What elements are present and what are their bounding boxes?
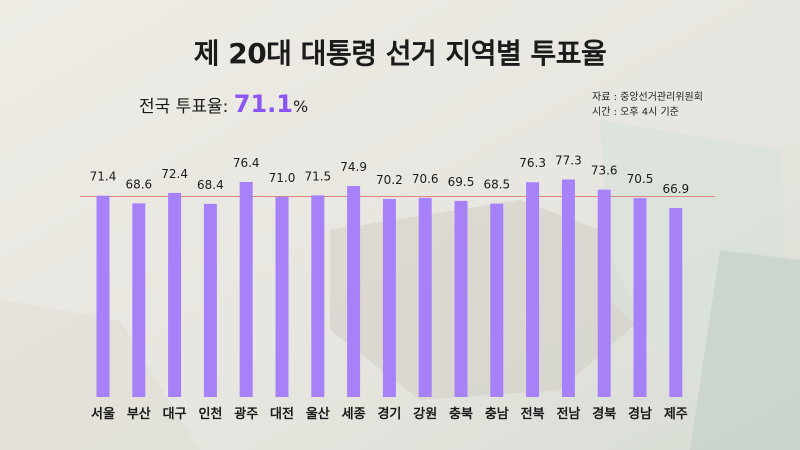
value-label: 68.4 bbox=[197, 178, 224, 192]
value-label: 70.6 bbox=[412, 172, 439, 186]
source-line: 자료 : 중앙선거관리위원회 bbox=[592, 92, 703, 103]
national-turnout-label: 전국 투표율: bbox=[139, 97, 229, 117]
category-label: 인천 bbox=[198, 406, 222, 422]
category-label: 서울 bbox=[91, 406, 115, 422]
category-label: 강원 bbox=[413, 406, 437, 422]
time-line: 시간 : 오후 4시 기준 bbox=[592, 107, 679, 118]
bar bbox=[347, 186, 361, 397]
category-label: 경남 bbox=[628, 406, 652, 422]
category-label: 부산 bbox=[127, 406, 151, 422]
value-label: 77.3 bbox=[555, 154, 582, 168]
bar bbox=[490, 203, 504, 397]
national-turnout-value: 71.1 bbox=[233, 90, 293, 118]
category-label: 대전 bbox=[270, 406, 294, 422]
value-label: 68.5 bbox=[483, 178, 510, 192]
value-label: 71.5 bbox=[304, 169, 331, 183]
bar bbox=[239, 181, 253, 397]
category-label: 울산 bbox=[306, 406, 330, 422]
bar bbox=[561, 179, 575, 397]
value-label: 72.4 bbox=[161, 167, 188, 181]
bar bbox=[669, 208, 683, 397]
bar bbox=[168, 192, 182, 397]
value-label: 76.4 bbox=[233, 156, 260, 170]
bar bbox=[132, 203, 146, 397]
category-label: 경북 bbox=[592, 406, 616, 422]
bar bbox=[418, 197, 432, 397]
bar bbox=[597, 189, 611, 397]
category-label: 경기 bbox=[377, 406, 401, 422]
value-label: 69.5 bbox=[448, 175, 475, 189]
bar bbox=[526, 182, 540, 397]
bar bbox=[203, 203, 217, 397]
category-label: 대구 bbox=[163, 407, 187, 422]
value-label: 70.2 bbox=[376, 173, 403, 187]
category-label: 전북 bbox=[521, 406, 545, 422]
category-label: 제주 bbox=[664, 407, 688, 422]
value-label: 73.6 bbox=[591, 164, 618, 178]
value-label: 71.0 bbox=[269, 171, 296, 185]
value-label: 76.3 bbox=[519, 156, 546, 170]
value-label: 70.5 bbox=[627, 172, 654, 186]
national-turnout-unit: % bbox=[292, 97, 309, 116]
source-note: 자료 : 중앙선거관리위원회 시간 : 오후 4시 기준 bbox=[592, 90, 703, 120]
category-label: 광주 bbox=[234, 407, 258, 422]
value-label: 71.4 bbox=[90, 170, 117, 184]
category-label: 전남 bbox=[556, 406, 580, 422]
value-label: 68.6 bbox=[125, 177, 152, 191]
bar bbox=[96, 195, 110, 397]
bar bbox=[382, 198, 396, 397]
bar bbox=[454, 200, 468, 397]
bar bbox=[633, 198, 647, 397]
bar bbox=[311, 195, 325, 397]
chart-title: 제 20대 대통령 선거 지역별 투표율 bbox=[193, 37, 607, 70]
category-label: 충북 bbox=[449, 406, 473, 422]
national-turnout: 전국 투표율: 71.1% bbox=[139, 90, 308, 118]
category-label: 충남 bbox=[485, 406, 509, 422]
category-label: 세종 bbox=[342, 407, 366, 422]
value-label: 74.9 bbox=[340, 160, 367, 174]
value-label: 66.9 bbox=[662, 182, 689, 196]
bar bbox=[275, 196, 289, 397]
